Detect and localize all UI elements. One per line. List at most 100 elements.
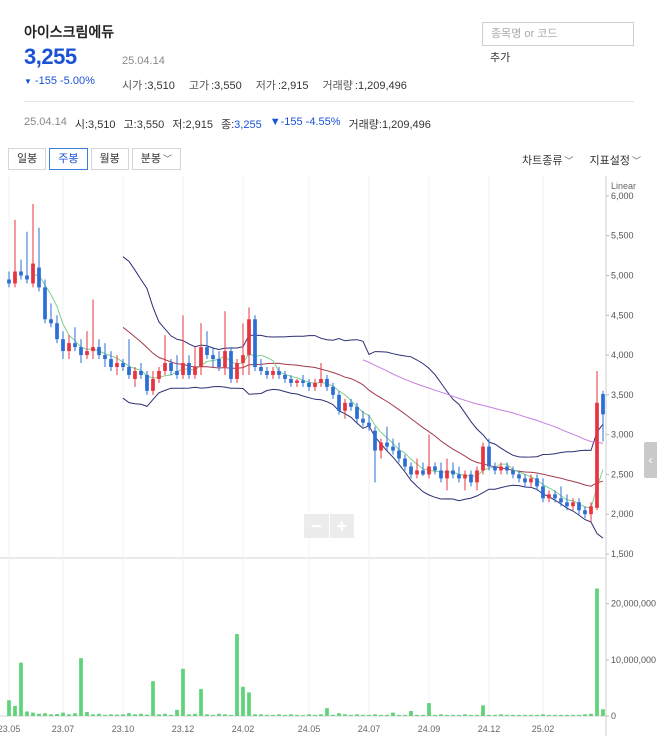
zoom-controls: − + bbox=[304, 514, 354, 538]
volume-bar bbox=[517, 714, 521, 716]
chevron-left-icon: ‹ bbox=[648, 453, 653, 467]
zoom-in-button[interactable]: + bbox=[336, 516, 347, 536]
candle-body bbox=[157, 370, 161, 379]
candle-body bbox=[349, 402, 353, 407]
candle-body bbox=[61, 339, 65, 352]
volume-bar bbox=[433, 714, 437, 716]
candle-body bbox=[187, 363, 191, 375]
volume-bar bbox=[49, 714, 53, 716]
candle-body bbox=[199, 347, 203, 367]
x-tick-label: 24.12 bbox=[478, 724, 501, 734]
volume-bar bbox=[553, 714, 557, 716]
candle-body bbox=[295, 380, 299, 383]
x-tick-label: 25.02 bbox=[532, 724, 555, 734]
candle-body bbox=[301, 380, 305, 383]
volume-bar bbox=[109, 714, 113, 716]
candle-body bbox=[115, 363, 119, 367]
volume-bar bbox=[307, 714, 311, 716]
tab-weekly[interactable]: 주봉 bbox=[49, 148, 88, 170]
candle-body bbox=[529, 478, 533, 483]
stat-open: 시가:3,510 bbox=[122, 80, 175, 92]
candle-body bbox=[139, 370, 143, 375]
volume-bar bbox=[61, 712, 65, 716]
volume-bar bbox=[589, 713, 593, 716]
candle-body bbox=[73, 343, 77, 348]
candle-body bbox=[109, 359, 113, 367]
volume-bar bbox=[25, 711, 29, 716]
stat-low: 저가:2,915 bbox=[255, 80, 309, 92]
volume-bar bbox=[259, 714, 263, 716]
candle-body bbox=[313, 382, 317, 387]
volume-bar bbox=[445, 714, 449, 716]
volume-bar bbox=[13, 705, 17, 716]
side-panel-toggle[interactable]: ‹ bbox=[644, 442, 657, 478]
candle-body bbox=[229, 351, 233, 379]
x-tick-label: 24.09 bbox=[418, 724, 441, 734]
volume-bar bbox=[211, 714, 215, 716]
candle-body bbox=[217, 359, 221, 367]
candle-body bbox=[241, 355, 245, 364]
volume-bar bbox=[457, 714, 461, 716]
candle-body bbox=[163, 363, 167, 371]
candle-body bbox=[577, 502, 581, 511]
candle-body bbox=[511, 470, 515, 475]
volume-bar bbox=[463, 714, 467, 716]
tab-monthly[interactable]: 월봉 bbox=[90, 148, 129, 170]
zoom-out-button[interactable]: − bbox=[310, 516, 322, 536]
volume-bar bbox=[151, 681, 155, 716]
tab-minute[interactable]: 분봉 ﹀ bbox=[131, 148, 182, 170]
volume-bar bbox=[199, 689, 203, 716]
candle-body bbox=[583, 510, 587, 515]
volume-bar bbox=[31, 712, 35, 716]
indicator-settings-menu[interactable]: 지표설정 ﹀ bbox=[589, 155, 642, 167]
y-scale-label: Linear bbox=[611, 181, 636, 191]
volume-bar bbox=[391, 712, 395, 716]
chart-type-menu[interactable]: 차트종류 ﹀ bbox=[522, 155, 574, 167]
candle-body bbox=[235, 363, 239, 379]
candle-body bbox=[457, 474, 461, 479]
search-input[interactable] bbox=[482, 22, 634, 46]
candle-body bbox=[253, 319, 257, 367]
volume-tick-label: 20,000,000 bbox=[611, 599, 656, 609]
candle-body bbox=[535, 478, 539, 487]
candle-body bbox=[31, 263, 35, 284]
candle-body bbox=[133, 370, 137, 379]
volume-bar bbox=[385, 714, 389, 716]
candle-body bbox=[439, 470, 443, 479]
volume-bar bbox=[583, 714, 587, 716]
candle-body bbox=[49, 319, 53, 324]
volume-bar bbox=[481, 705, 485, 716]
candle-body bbox=[427, 466, 431, 475]
candle-body bbox=[499, 466, 503, 471]
chart-area[interactable]: 23.05 23.07 23.10 23.12 24.02 24.05 24.07 24.09… bbox=[0, 176, 659, 744]
volume-bar bbox=[493, 714, 497, 716]
candle-body bbox=[97, 347, 101, 356]
price-chart-svg[interactable]: 23.05 23.07 23.10 23.12 24.02 24.05 24.07 24.09… bbox=[0, 176, 659, 744]
volume-bar bbox=[337, 713, 341, 716]
volume-bar bbox=[523, 714, 527, 716]
candle-body bbox=[385, 442, 389, 447]
volume-bar bbox=[85, 712, 89, 716]
volume-tick-label: 0 bbox=[611, 711, 616, 721]
add-button[interactable]: 추가 bbox=[490, 52, 511, 64]
candle-body bbox=[307, 382, 311, 387]
price-tick-label: 2,500 bbox=[611, 469, 634, 479]
price-tick-label: 3,000 bbox=[611, 430, 634, 440]
volume-bar bbox=[529, 714, 533, 716]
candle-body bbox=[283, 374, 287, 379]
volume-bar bbox=[55, 714, 59, 716]
volume-bar bbox=[121, 714, 125, 716]
volume-bar bbox=[475, 714, 479, 716]
bollinger-lower-line bbox=[122, 385, 604, 539]
divider bbox=[24, 101, 634, 102]
volume-bar bbox=[577, 714, 581, 716]
candle-body bbox=[415, 470, 419, 475]
tab-daily[interactable]: 일봉 bbox=[8, 148, 47, 170]
candle-body bbox=[223, 351, 227, 367]
candle-body bbox=[463, 474, 467, 479]
candle-body bbox=[355, 406, 359, 419]
period-tabs: 일봉 주봉 월봉 분봉 ﹀ bbox=[8, 148, 182, 170]
volume-bar bbox=[343, 714, 347, 716]
candle-body bbox=[421, 470, 425, 475]
candle-body bbox=[559, 498, 563, 503]
